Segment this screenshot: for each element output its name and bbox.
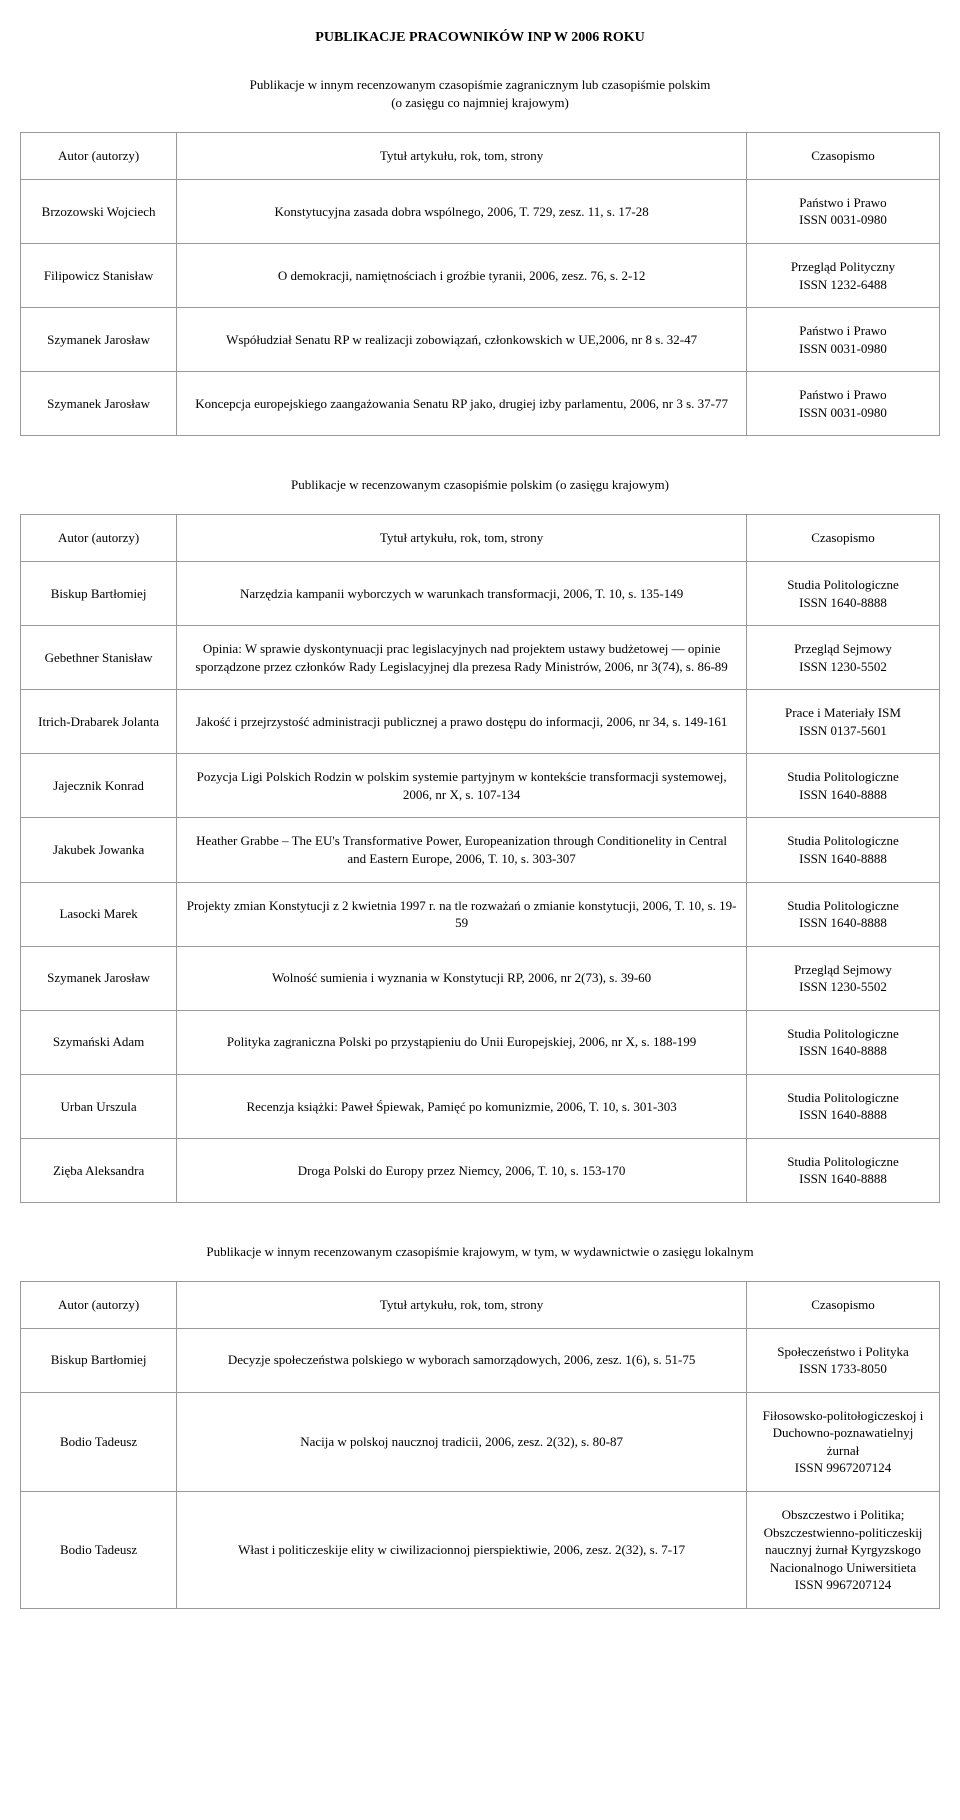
section1-subtitle-line2: (o zasięgu co najmniej krajowym) — [391, 95, 569, 110]
section1-subtitle: Publikacje w innym recenzowanym czasopiś… — [20, 76, 940, 112]
header-journal: Czasopismo — [747, 1282, 940, 1329]
cell-title: Wolność sumienia i wyznania w Konstytucj… — [177, 946, 747, 1010]
header-journal: Czasopismo — [747, 515, 940, 562]
table-header-row: Autor (autorzy) Tytuł artykułu, rok, tom… — [21, 515, 940, 562]
table-header-row: Autor (autorzy) Tytuł artykułu, rok, tom… — [21, 1282, 940, 1329]
cell-author: Brzozowski Wojciech — [21, 179, 177, 243]
cell-title: Projekty zmian Konstytucji z 2 kwietnia … — [177, 882, 747, 946]
cell-journal: Obszczestwo i Politika; Obszczestwienno-… — [747, 1491, 940, 1608]
cell-journal: Studia PolitologiczneISSN 1640-8888 — [747, 1010, 940, 1074]
header-journal: Czasopismo — [747, 133, 940, 180]
cell-journal: Studia PolitologiczneISSN 1640-8888 — [747, 1138, 940, 1202]
cell-author: Szymański Adam — [21, 1010, 177, 1074]
cell-author: Jajecznik Konrad — [21, 754, 177, 818]
section3-subtitle: Publikacje w innym recenzowanym czasopiś… — [20, 1243, 940, 1261]
cell-journal: Przegląd SejmowyISSN 1230-5502 — [747, 946, 940, 1010]
table-row: Jajecznik KonradPozycja Ligi Polskich Ro… — [21, 754, 940, 818]
cell-title: O demokracji, namiętnościach i groźbie t… — [177, 244, 747, 308]
table-row: Urban UrszulaRecenzja książki: Paweł Śpi… — [21, 1074, 940, 1138]
cell-title: Włast i politiczeskije elity w ciwilizac… — [177, 1491, 747, 1608]
table-row: Szymanek JarosławWspółudział Senatu RP w… — [21, 308, 940, 372]
table-row: Biskup BartłomiejNarzędzia kampanii wybo… — [21, 562, 940, 626]
header-title: Tytuł artykułu, rok, tom, strony — [177, 133, 747, 180]
cell-title: Narzędzia kampanii wyborczych w warunkac… — [177, 562, 747, 626]
cell-journal: Studia PolitologiczneISSN 1640-8888 — [747, 818, 940, 882]
header-title: Tytuł artykułu, rok, tom, strony — [177, 515, 747, 562]
table-row: Szymański AdamPolityka zagraniczna Polsk… — [21, 1010, 940, 1074]
cell-title: Heather Grabbe – The EU's Transformative… — [177, 818, 747, 882]
cell-title: Nacija w polskoj naucznoj tradicii, 2006… — [177, 1392, 747, 1491]
cell-author: Urban Urszula — [21, 1074, 177, 1138]
cell-author: Biskup Bartłomiej — [21, 562, 177, 626]
cell-journal: Państwo i PrawoISSN 0031-0980 — [747, 372, 940, 436]
header-title: Tytuł artykułu, rok, tom, strony — [177, 1282, 747, 1329]
table-row: Jakubek JowankaHeather Grabbe – The EU's… — [21, 818, 940, 882]
section2-tbody: Biskup BartłomiejNarzędzia kampanii wybo… — [21, 562, 940, 1203]
table-row: Bodio TadeuszWłast i politiczeskije elit… — [21, 1491, 940, 1608]
cell-title: Koncepcja europejskiego zaangażowania Se… — [177, 372, 747, 436]
cell-author: Gebethner Stanisław — [21, 626, 177, 690]
table-row: Gebethner StanisławOpinia: W sprawie dys… — [21, 626, 940, 690]
section2-table: Autor (autorzy) Tytuł artykułu, rok, tom… — [20, 514, 940, 1202]
cell-journal: Studia PolitologiczneISSN 1640-8888 — [747, 1074, 940, 1138]
table-row: Bodio TadeuszNacija w polskoj naucznoj t… — [21, 1392, 940, 1491]
cell-title: Droga Polski do Europy przez Niemcy, 200… — [177, 1138, 747, 1202]
cell-author: Itrich-Drabarek Jolanta — [21, 690, 177, 754]
table-row: Lasocki MarekProjekty zmian Konstytucji … — [21, 882, 940, 946]
table-row: Filipowicz StanisławO demokracji, namięt… — [21, 244, 940, 308]
cell-journal: Przegląd PolitycznyISSN 1232-6488 — [747, 244, 940, 308]
cell-author: Bodio Tadeusz — [21, 1392, 177, 1491]
cell-author: Bodio Tadeusz — [21, 1491, 177, 1608]
cell-journal: Społeczeństwo i PolitykaISSN 1733-8050 — [747, 1328, 940, 1392]
header-author: Autor (autorzy) — [21, 515, 177, 562]
table-row: Szymanek JarosławKoncepcja europejskiego… — [21, 372, 940, 436]
cell-author: Filipowicz Stanisław — [21, 244, 177, 308]
table-row: Szymanek JarosławWolność sumienia i wyzn… — [21, 946, 940, 1010]
cell-author: Szymanek Jarosław — [21, 946, 177, 1010]
cell-title: Współudział Senatu RP w realizacji zobow… — [177, 308, 747, 372]
section3-tbody: Biskup BartłomiejDecyzje społeczeństwa p… — [21, 1328, 940, 1608]
cell-title: Pozycja Ligi Polskich Rodzin w polskim s… — [177, 754, 747, 818]
table-row: Brzozowski WojciechKonstytucyjna zasada … — [21, 179, 940, 243]
cell-journal: Państwo i PrawoISSN 0031-0980 — [747, 308, 940, 372]
main-title: PUBLIKACJE PRACOWNIKÓW INP W 2006 ROKU — [20, 30, 940, 46]
cell-title: Jakość i przejrzystość administracji pub… — [177, 690, 747, 754]
header-author: Autor (autorzy) — [21, 1282, 177, 1329]
cell-journal: Fiłosowsko-politołogiczeskoj i Duchowno-… — [747, 1392, 940, 1491]
cell-title: Recenzja książki: Paweł Śpiewak, Pamięć … — [177, 1074, 747, 1138]
cell-title: Konstytucyjna zasada dobra wspólnego, 20… — [177, 179, 747, 243]
cell-title: Polityka zagraniczna Polski po przystąpi… — [177, 1010, 747, 1074]
cell-title: Opinia: W sprawie dyskontynuacji prac le… — [177, 626, 747, 690]
cell-journal: Przegląd SejmowyISSN 1230-5502 — [747, 626, 940, 690]
table-row: Zięba AleksandraDroga Polski do Europy p… — [21, 1138, 940, 1202]
cell-author: Szymanek Jarosław — [21, 308, 177, 372]
table-row: Itrich-Drabarek JolantaJakość i przejrzy… — [21, 690, 940, 754]
section1-tbody: Brzozowski WojciechKonstytucyjna zasada … — [21, 179, 940, 435]
header-author: Autor (autorzy) — [21, 133, 177, 180]
cell-author: Zięba Aleksandra — [21, 1138, 177, 1202]
cell-journal: Studia PolitologiczneISSN 1640-8888 — [747, 754, 940, 818]
cell-author: Szymanek Jarosław — [21, 372, 177, 436]
table-row: Biskup BartłomiejDecyzje społeczeństwa p… — [21, 1328, 940, 1392]
cell-author: Biskup Bartłomiej — [21, 1328, 177, 1392]
cell-author: Lasocki Marek — [21, 882, 177, 946]
section1-subtitle-line1: Publikacje w innym recenzowanym czasopiś… — [250, 77, 711, 92]
cell-title: Decyzje społeczeństwa polskiego w wybora… — [177, 1328, 747, 1392]
cell-author: Jakubek Jowanka — [21, 818, 177, 882]
cell-journal: Państwo i PrawoISSN 0031-0980 — [747, 179, 940, 243]
cell-journal: Studia PolitologiczneISSN 1640-8888 — [747, 882, 940, 946]
table-header-row: Autor (autorzy) Tytuł artykułu, rok, tom… — [21, 133, 940, 180]
cell-journal: Prace i Materiały ISMISSN 0137-5601 — [747, 690, 940, 754]
section3-table: Autor (autorzy) Tytuł artykułu, rok, tom… — [20, 1281, 940, 1609]
cell-journal: Studia PolitologiczneISSN 1640-8888 — [747, 562, 940, 626]
section1-table: Autor (autorzy) Tytuł artykułu, rok, tom… — [20, 132, 940, 436]
section2-subtitle: Publikacje w recenzowanym czasopiśmie po… — [20, 476, 940, 494]
